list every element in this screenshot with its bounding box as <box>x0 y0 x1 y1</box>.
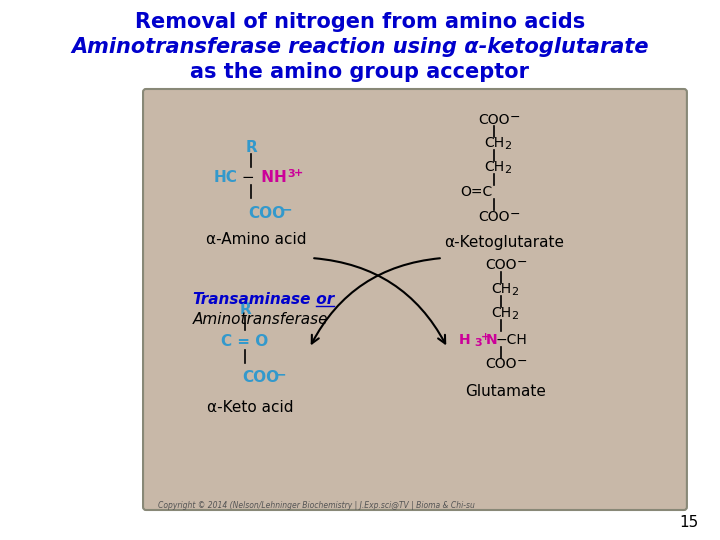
Text: 2: 2 <box>504 165 511 175</box>
Text: C: C <box>220 334 232 349</box>
Text: R: R <box>245 139 257 154</box>
Text: α-Amino acid: α-Amino acid <box>206 233 306 247</box>
Text: or: or <box>311 293 335 307</box>
Text: −: − <box>238 170 255 185</box>
Text: NH: NH <box>256 170 287 185</box>
Text: +: + <box>294 168 303 178</box>
Text: 3: 3 <box>474 338 482 348</box>
Text: CH: CH <box>484 160 504 174</box>
Text: −: − <box>516 354 527 368</box>
Text: CH: CH <box>491 306 511 320</box>
Text: Aminotransferase reaction using α-ketoglutarate: Aminotransferase reaction using α-ketogl… <box>71 37 649 57</box>
Text: COO: COO <box>242 370 279 386</box>
Text: R: R <box>239 302 251 318</box>
Text: −: − <box>274 367 286 381</box>
Text: 3: 3 <box>287 169 294 179</box>
Text: −: − <box>516 255 527 268</box>
FancyBboxPatch shape <box>143 89 687 510</box>
Text: 2: 2 <box>511 287 518 297</box>
FancyArrowPatch shape <box>314 258 445 343</box>
Text: O=C: O=C <box>461 185 493 199</box>
Text: α-Ketoglutarate: α-Ketoglutarate <box>444 234 564 249</box>
Text: CH: CH <box>484 136 504 150</box>
Text: as the amino group acceptor: as the amino group acceptor <box>191 62 529 82</box>
Text: +: + <box>481 332 490 342</box>
Text: −: − <box>280 202 292 216</box>
Text: COO: COO <box>479 210 510 224</box>
Text: −: − <box>510 207 520 220</box>
Text: Aminotransferase: Aminotransferase <box>193 313 328 327</box>
Text: COO: COO <box>485 258 517 272</box>
Text: α-Keto acid: α-Keto acid <box>207 401 293 415</box>
Text: Glutamate: Glutamate <box>466 384 546 400</box>
Text: 2: 2 <box>504 141 511 151</box>
Text: COO: COO <box>485 357 517 371</box>
Text: 15: 15 <box>680 515 698 530</box>
Text: COO: COO <box>248 206 285 220</box>
Text: −CH: −CH <box>495 333 527 347</box>
Text: HC: HC <box>214 170 238 185</box>
Text: = O: = O <box>232 334 268 349</box>
Text: −: − <box>510 111 520 124</box>
Text: 2: 2 <box>511 311 518 321</box>
Text: CH: CH <box>491 282 511 296</box>
Text: Transaminase: Transaminase <box>193 293 311 307</box>
Text: Copyright © 2014 (Nelson/Lehninger Biochemistry | J.Exp.sci@TV | Bioma & Chi-su: Copyright © 2014 (Nelson/Lehninger Bioch… <box>158 501 474 510</box>
Text: COO: COO <box>479 113 510 127</box>
Text: H: H <box>459 333 470 347</box>
Text: Removal of nitrogen from amino acids: Removal of nitrogen from amino acids <box>135 12 585 32</box>
FancyArrowPatch shape <box>312 258 440 343</box>
Text: N: N <box>485 333 497 347</box>
